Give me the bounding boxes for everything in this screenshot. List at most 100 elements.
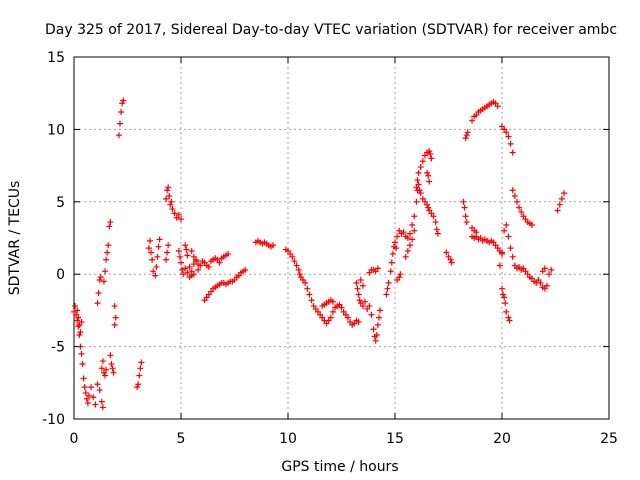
data-point (96, 387, 103, 394)
data-point (424, 169, 431, 176)
data-point (402, 253, 409, 260)
data-point (94, 381, 101, 388)
data-point (362, 298, 369, 305)
data-point (541, 265, 548, 272)
data-point (99, 358, 106, 365)
data-point (291, 258, 298, 265)
data-point (165, 242, 172, 249)
data-point (430, 213, 437, 220)
data-point (409, 236, 416, 243)
data-point (383, 291, 390, 298)
data-point (427, 151, 434, 158)
data-point (415, 181, 422, 188)
data-point (425, 204, 432, 211)
data-point (464, 129, 471, 136)
data-point (76, 332, 83, 339)
data-point (152, 272, 159, 279)
data-point (108, 360, 115, 367)
x-tick-label: 5 (177, 431, 186, 447)
data-point (413, 198, 420, 205)
data-point (415, 169, 422, 176)
data-point (501, 294, 508, 301)
data-point (355, 318, 362, 325)
data-point (434, 230, 441, 237)
data-points (71, 97, 568, 411)
data-point (448, 259, 455, 266)
y-tick-label: 15 (47, 50, 65, 66)
data-point (79, 360, 86, 367)
data-point (308, 297, 315, 304)
data-point (96, 276, 103, 283)
data-point (411, 213, 418, 220)
data-point (503, 129, 510, 136)
data-point (384, 285, 391, 292)
data-point (175, 248, 182, 255)
y-axis-title: SDTVAR / TECUs (7, 181, 23, 296)
data-point (353, 279, 360, 286)
data-point (149, 256, 156, 263)
data-point (184, 269, 191, 276)
plot-frame (73, 56, 610, 420)
data-point (425, 172, 432, 179)
data-point (355, 291, 362, 298)
data-point (163, 195, 170, 202)
data-point (182, 242, 189, 249)
data-point (329, 308, 336, 315)
data-point (180, 271, 187, 278)
data-point (302, 279, 309, 286)
data-point (134, 384, 141, 391)
grid (74, 57, 609, 419)
data-point (120, 97, 127, 104)
data-point (112, 314, 119, 321)
data-point (404, 248, 411, 255)
data-point (270, 242, 277, 249)
data-point (104, 249, 111, 256)
data-point (462, 135, 469, 142)
data-point (164, 249, 171, 256)
x-axis-title: GPS time / hours (281, 459, 398, 475)
data-point (406, 230, 413, 237)
data-point (507, 140, 514, 147)
data-point (543, 282, 550, 289)
data-point (511, 193, 518, 200)
data-point (102, 268, 109, 275)
data-point (338, 304, 345, 311)
data-point (92, 401, 99, 408)
data-point (561, 190, 568, 197)
data-point (447, 256, 454, 263)
data-point (513, 198, 520, 205)
data-point (516, 204, 523, 211)
data-point (138, 359, 145, 366)
data-point (106, 223, 113, 230)
data-point (396, 274, 403, 281)
data-point (428, 155, 435, 162)
data-point (469, 117, 476, 124)
data-point (424, 201, 431, 208)
data-point (176, 253, 183, 260)
data-point (426, 178, 433, 185)
data-point (558, 195, 565, 202)
data-point (156, 236, 163, 243)
data-point (135, 381, 142, 388)
data-point (443, 249, 450, 256)
data-point (414, 177, 421, 184)
data-point (163, 256, 170, 263)
data-point (105, 242, 112, 249)
x-tick-label: 15 (386, 431, 404, 447)
data-point (377, 307, 384, 314)
data-point (417, 190, 424, 197)
data-point (205, 263, 212, 270)
data-point (178, 259, 184, 266)
data-point (99, 404, 106, 411)
data-point (82, 389, 89, 396)
data-point (77, 343, 84, 350)
data-point (509, 253, 516, 260)
data-point (556, 201, 563, 208)
data-point (416, 187, 423, 194)
data-point (103, 366, 110, 373)
data-point (95, 290, 102, 297)
data-point (393, 245, 400, 252)
data-point (304, 285, 311, 292)
data-point (179, 266, 186, 273)
data-point (295, 266, 302, 273)
